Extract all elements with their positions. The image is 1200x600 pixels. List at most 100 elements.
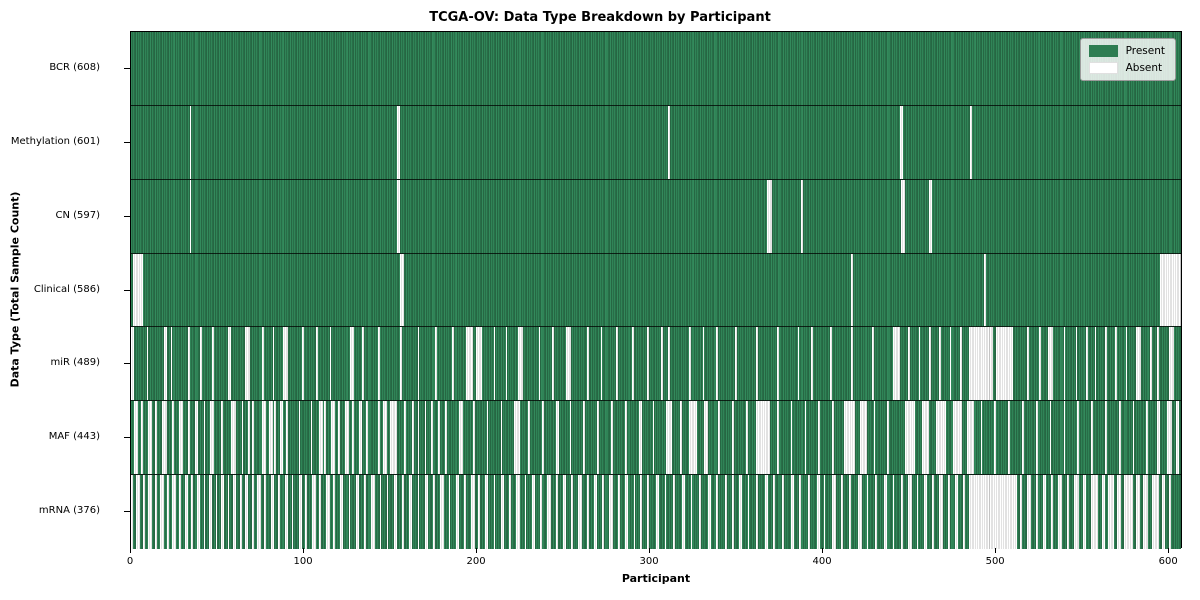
absent-stripe — [438, 401, 441, 475]
absent-stripe — [141, 401, 144, 475]
absent-stripe — [939, 475, 943, 549]
absent-stripe — [263, 475, 266, 549]
absent-stripe — [624, 475, 629, 549]
absent-stripe — [400, 327, 403, 401]
absent-swatch-icon — [1088, 62, 1118, 74]
absent-stripe — [776, 401, 779, 475]
absent-stripe — [790, 401, 793, 475]
absent-stripe — [908, 475, 912, 549]
absent-stripe — [305, 475, 308, 549]
absent-stripe — [875, 475, 878, 549]
absent-stripe — [1160, 253, 1181, 327]
legend-label-present: Present — [1125, 45, 1165, 57]
absent-stripe — [187, 401, 190, 475]
absent-stripe — [1008, 401, 1011, 475]
absent-stripe — [194, 401, 199, 475]
absent-stripe — [493, 475, 496, 549]
y-axis-label: Data Type (Total Sample Count) — [8, 191, 22, 388]
absent-stripe — [319, 401, 323, 475]
absent-stripe — [298, 475, 302, 549]
absent-stripe — [170, 327, 173, 401]
legend-entry-present: Present — [1088, 45, 1165, 57]
absent-stripe — [371, 475, 375, 549]
absent-stripe — [319, 475, 321, 549]
absent-stripe — [362, 327, 365, 401]
absent-stripe — [782, 475, 784, 549]
absent-stripe — [738, 475, 743, 549]
absent-stripe — [735, 327, 738, 401]
absent-stripe — [424, 475, 429, 549]
absent-stripe — [1063, 327, 1066, 401]
absent-stripe — [1049, 401, 1052, 475]
absent-stripe — [916, 475, 919, 549]
absent-stripe — [725, 475, 727, 549]
absent-stripe — [811, 327, 814, 401]
x-tick-label: 300 — [639, 556, 659, 567]
absent-stripe — [431, 401, 434, 475]
absent-stripe — [823, 475, 826, 549]
absent-stripe — [1105, 327, 1107, 401]
absent-stripe — [393, 475, 397, 549]
absent-stripe — [704, 401, 708, 475]
absent-stripe — [272, 327, 275, 401]
absent-stripe — [220, 475, 225, 549]
absent-stripe — [364, 475, 366, 549]
absent-stripe — [284, 475, 289, 549]
absent-stripe — [1022, 401, 1024, 475]
absent-stripe — [1075, 327, 1078, 401]
absent-stripe — [485, 475, 489, 549]
absent-stripe — [440, 475, 444, 549]
absent-stripe — [203, 401, 206, 475]
y-tick-label: BCR (608) — [49, 61, 100, 73]
x-axis-label: Participant — [621, 572, 691, 585]
absent-stripe — [1117, 475, 1121, 549]
absent-stripe — [301, 327, 304, 401]
absent-stripe — [466, 327, 473, 401]
absent-stripe — [1175, 401, 1180, 475]
absent-stripe — [593, 475, 598, 549]
absent-stripe — [1167, 401, 1173, 475]
absent-stripe — [899, 105, 903, 179]
absent-stripe — [500, 475, 505, 549]
absent-stripe — [377, 327, 380, 401]
absent-stripe — [571, 475, 574, 549]
absent-stripe — [756, 475, 758, 549]
absent-stripe — [980, 401, 983, 475]
absent-stripe — [215, 475, 218, 549]
absent-stripe — [1168, 327, 1175, 401]
absent-stripe — [417, 327, 420, 401]
absent-stripe — [901, 179, 905, 253]
absent-stripe — [478, 475, 480, 549]
absent-stripe — [801, 179, 803, 253]
absent-stripe — [1058, 475, 1062, 549]
absent-stripe — [1051, 475, 1054, 549]
absent-stripe — [745, 401, 748, 475]
absent-stripe — [542, 401, 544, 475]
x-tick-mark — [649, 548, 651, 553]
absent-stripe — [996, 327, 1014, 401]
absent-stripe — [386, 475, 389, 549]
row-mir — [131, 327, 1181, 402]
absent-stripe — [355, 475, 359, 549]
absent-stripe — [932, 475, 935, 549]
y-tick-label: miR (489) — [50, 357, 100, 369]
absent-stripe — [1136, 327, 1142, 401]
absent-stripe — [1115, 327, 1118, 401]
absent-stripe — [231, 401, 237, 475]
absent-stripe — [716, 327, 719, 401]
absent-stripe — [566, 327, 572, 401]
absent-stripe — [652, 401, 655, 475]
absent-stripe — [555, 401, 560, 475]
absent-stripe — [547, 475, 551, 549]
absent-stripe — [210, 401, 214, 475]
absent-stripe — [578, 475, 582, 549]
absent-stripe — [1124, 475, 1133, 549]
absent-stripe — [1094, 327, 1097, 401]
absent-stripe — [928, 327, 931, 401]
absent-stripe — [348, 475, 351, 549]
absent-stripe — [887, 401, 890, 475]
absent-stripe — [424, 401, 427, 475]
absent-stripe — [270, 475, 275, 549]
absent-stripe — [918, 327, 921, 401]
absent-stripe — [690, 475, 693, 549]
